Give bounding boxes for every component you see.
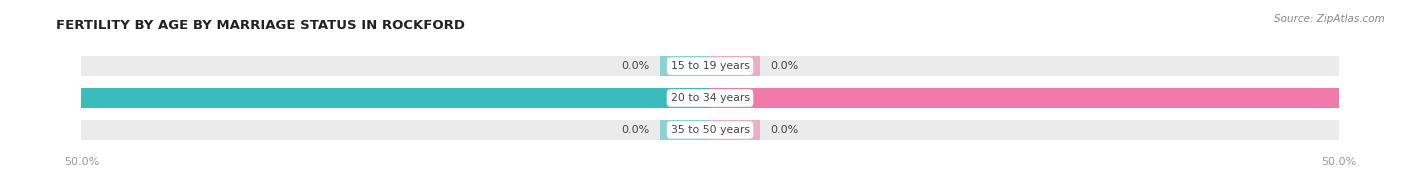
Text: 15 to 19 years: 15 to 19 years <box>671 61 749 71</box>
Bar <box>710 88 1339 108</box>
Bar <box>710 120 761 140</box>
Legend: Married, Unmarried: Married, Unmarried <box>626 193 794 196</box>
Bar <box>659 120 710 140</box>
Text: 0.0%: 0.0% <box>770 61 799 71</box>
Bar <box>82 120 710 140</box>
Text: 20 to 34 years: 20 to 34 years <box>671 93 749 103</box>
Text: FERTILITY BY AGE BY MARRIAGE STATUS IN ROCKFORD: FERTILITY BY AGE BY MARRIAGE STATUS IN R… <box>56 19 465 32</box>
Text: 0.0%: 0.0% <box>770 125 799 135</box>
Bar <box>82 88 710 108</box>
Bar <box>710 88 1339 108</box>
Bar <box>710 56 1339 76</box>
Bar <box>82 88 710 108</box>
Bar <box>659 56 710 76</box>
Text: 0.0%: 0.0% <box>621 61 650 71</box>
Text: Source: ZipAtlas.com: Source: ZipAtlas.com <box>1274 14 1385 24</box>
Bar <box>710 120 1339 140</box>
Text: 50.0%: 50.0% <box>24 93 62 103</box>
Bar <box>710 56 761 76</box>
Text: 35 to 50 years: 35 to 50 years <box>671 125 749 135</box>
Text: 0.0%: 0.0% <box>621 125 650 135</box>
Bar <box>82 56 710 76</box>
Text: 50.0%: 50.0% <box>1358 93 1396 103</box>
